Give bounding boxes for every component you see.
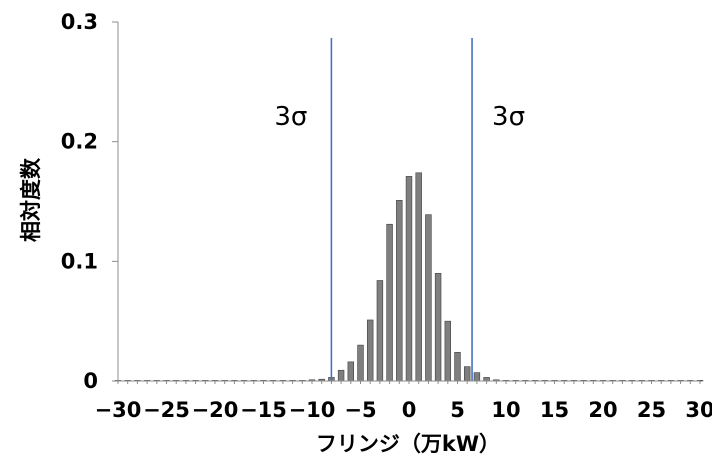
- histogram-bar: [463, 366, 471, 382]
- histogram-bar: [483, 377, 490, 382]
- reference-lines-group: 3σ 3σ: [274, 38, 525, 381]
- x-tick-label: 30: [685, 398, 712, 422]
- tick-labels-group: 0 0.1 0.2 0.3 −30 −25 −20 −15 −10 −5 0 5 10 15 20 25 30: [61, 10, 712, 422]
- y-tick-label: 0.1: [61, 249, 98, 273]
- x-tick-label: 10: [491, 398, 520, 422]
- x-tick-label: 0: [402, 398, 417, 422]
- x-tick-label: 5: [450, 398, 465, 422]
- sigma-label: 3σ: [492, 102, 525, 132]
- histogram-bar: [396, 200, 403, 382]
- y-tick-label: 0.2: [61, 130, 98, 154]
- x-tick-label: 20: [588, 398, 617, 422]
- y-tick-label: 0: [83, 369, 98, 393]
- histogram-bar: [366, 319, 374, 382]
- histogram-bar: [347, 361, 355, 382]
- histogram-bar: [357, 344, 364, 382]
- bars-group: [114, 172, 704, 382]
- x-tick-label: −10: [289, 398, 336, 422]
- histogram-bar: [434, 272, 442, 382]
- x-tick-label: −30: [95, 398, 142, 422]
- histogram-bar: [405, 176, 413, 382]
- x-axis-title: フリンジ（万kW）: [316, 432, 500, 456]
- histogram-bar: [415, 172, 422, 382]
- y-axis-title: 相対度数: [19, 157, 43, 242]
- x-tick-label: −5: [344, 398, 376, 422]
- x-tick-label: 15: [540, 398, 569, 422]
- sigma-label: 3σ: [274, 102, 307, 132]
- histogram-bar: [337, 369, 345, 382]
- histogram-bar: [376, 280, 384, 382]
- x-tick-label: −25: [143, 398, 190, 422]
- x-tick-label: 25: [637, 398, 666, 422]
- y-tick-label: 0.3: [61, 10, 98, 34]
- histogram-bar: [473, 372, 481, 382]
- histogram-bar: [386, 223, 393, 382]
- axes-group: [112, 21, 701, 384]
- x-tick-label: −20: [192, 398, 239, 422]
- histogram-bar: [454, 351, 461, 382]
- x-tick-label: −15: [240, 398, 287, 422]
- histogram-bar: [425, 214, 432, 382]
- histogram-bar: [444, 320, 452, 382]
